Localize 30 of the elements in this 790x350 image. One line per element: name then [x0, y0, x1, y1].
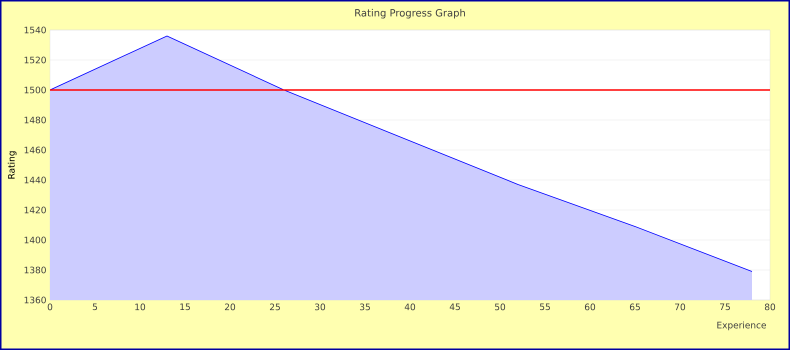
x-tick-label: 20: [224, 304, 236, 310]
x-tick-label: 60: [584, 304, 596, 310]
y-tick-label: 1460: [24, 146, 46, 154]
y-axis-title: Rating: [8, 151, 16, 179]
x-tick-label: 70: [675, 304, 686, 310]
x-tick-label: 55: [540, 304, 550, 310]
y-tick-label: 1480: [24, 116, 46, 124]
y-tick-label: 1440: [24, 176, 46, 184]
y-tick-label: 1420: [24, 206, 46, 214]
y-tick-label: 1360: [24, 296, 46, 304]
x-tick-label: 35: [360, 304, 370, 310]
x-tick-label: 0: [48, 304, 52, 310]
y-tick-label: 1380: [24, 266, 46, 274]
x-tick-label: 65: [630, 304, 640, 310]
x-tick-label: 10: [135, 304, 146, 310]
x-tick-label: 45: [450, 304, 460, 310]
chart-title: Rating Progress Graph: [355, 8, 465, 19]
x-tick-label: 75: [720, 304, 730, 310]
y-tick-label: 1520: [24, 56, 46, 64]
x-axis-title: Experience: [717, 322, 766, 330]
x-tick-label: 40: [404, 304, 416, 310]
y-tick-label: 1500: [24, 86, 46, 94]
x-tick-label: 5: [92, 304, 98, 310]
x-tick-label: 15: [180, 304, 190, 310]
x-tick-label: 30: [314, 304, 326, 310]
x-tick-label: 80: [764, 304, 776, 310]
x-tick-label: 25: [270, 304, 280, 310]
y-tick-label: 1400: [24, 236, 46, 244]
y-tick-label: 1540: [24, 26, 46, 34]
x-tick-label: 50: [494, 304, 506, 310]
